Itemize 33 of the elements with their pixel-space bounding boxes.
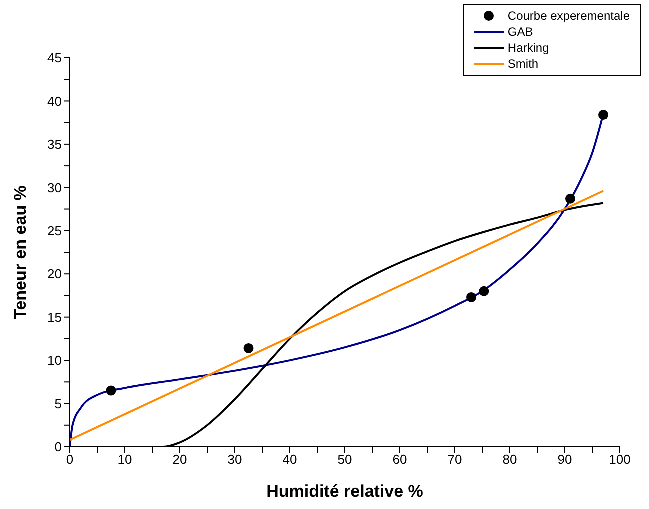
y-tick-label: 20 — [48, 266, 62, 282]
x-tick-label: 70 — [448, 452, 462, 468]
x-tick-label: 30 — [228, 452, 242, 468]
x-tick-label: 50 — [338, 452, 352, 468]
y-tick-label: 15 — [48, 310, 62, 325]
x-tick-label: 40 — [282, 452, 298, 468]
point — [466, 292, 476, 302]
y-tick-label: 0 — [54, 440, 62, 455]
legend-label: Harking — [508, 40, 550, 56]
legend-label: Smith — [508, 56, 539, 72]
point — [106, 386, 116, 396]
legend-label: Courbe experementale — [508, 8, 630, 24]
y-tick-label: 10 — [48, 353, 62, 368]
x-tick-label: 10 — [118, 452, 132, 468]
y-tick-label: 5 — [54, 396, 62, 412]
y-tick-label: 35 — [48, 137, 62, 152]
y-tick-label: 30 — [48, 180, 62, 196]
point — [566, 194, 576, 204]
x-tick-label: 90 — [558, 452, 572, 468]
x-axis-title: Humidité relative % — [266, 482, 424, 501]
point — [244, 343, 254, 354]
y-axis-title: Teneur en eau % — [11, 186, 30, 320]
x-tick-label: 100 — [609, 452, 631, 468]
y-tick-label: 25 — [48, 224, 62, 239]
point — [479, 286, 490, 296]
x-tick-label: 20 — [172, 452, 188, 468]
x-tick-label: 0 — [66, 452, 74, 468]
point — [598, 110, 608, 120]
x-tick-label: 60 — [392, 452, 408, 468]
y-tick-label: 40 — [48, 94, 62, 109]
x-tick-label: 80 — [502, 452, 518, 468]
y-tick-label: 45 — [48, 50, 62, 66]
legend-label: GAB — [508, 24, 534, 40]
